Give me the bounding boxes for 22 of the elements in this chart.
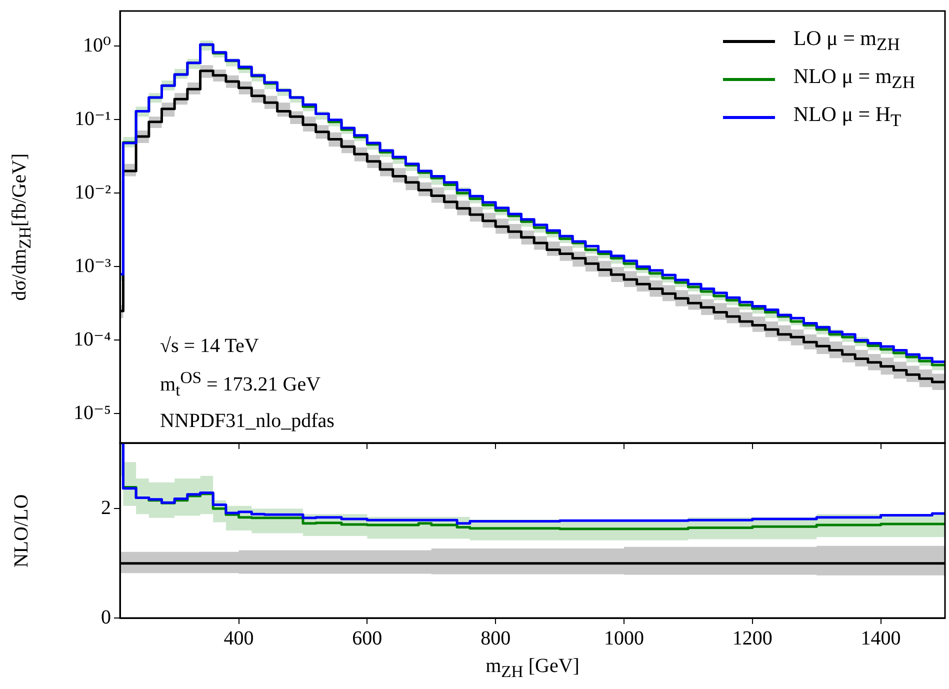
y-tick-label: 10⁰ bbox=[82, 34, 111, 56]
y-tick-label: 10⁻² bbox=[74, 181, 111, 204]
y-tick-label: 2 bbox=[101, 496, 111, 519]
y-tick-label: 10⁻³ bbox=[74, 254, 111, 277]
x-tick-label: 600 bbox=[352, 627, 382, 650]
x-tick-label: 400 bbox=[224, 627, 254, 650]
y-tick-label: 10⁻⁵ bbox=[73, 402, 111, 424]
legend-label: LO μ = m$_{ZH}$ bbox=[793, 25, 900, 56]
x-tick-label: 800 bbox=[480, 627, 511, 650]
legend-label: NLO μ = m$_{ZH}$ bbox=[793, 63, 915, 94]
y-axis-title: NLO/LO bbox=[10, 494, 34, 568]
x-tick-label: 1400 bbox=[860, 627, 901, 650]
x-tick-label: 1200 bbox=[732, 627, 772, 650]
annotation: √s = 14 TeV bbox=[160, 334, 260, 359]
y-tick-label: 0 bbox=[101, 606, 111, 628]
x-tick-label: 1000 bbox=[604, 627, 644, 650]
y-tick-label: 10⁻⁴ bbox=[73, 328, 112, 350]
legend-label: NLO μ = H$_{T}$ bbox=[793, 101, 902, 133]
annotation: NNPDF31_nlo_pdfas bbox=[160, 408, 334, 434]
y-tick-label: 10⁻¹ bbox=[74, 108, 111, 130]
annotation: m$_{t}$$^{OS}$ = 173.21 GeV bbox=[160, 367, 322, 402]
x-axis-title: m$_{ZH}$ [GeV] bbox=[486, 655, 580, 682]
